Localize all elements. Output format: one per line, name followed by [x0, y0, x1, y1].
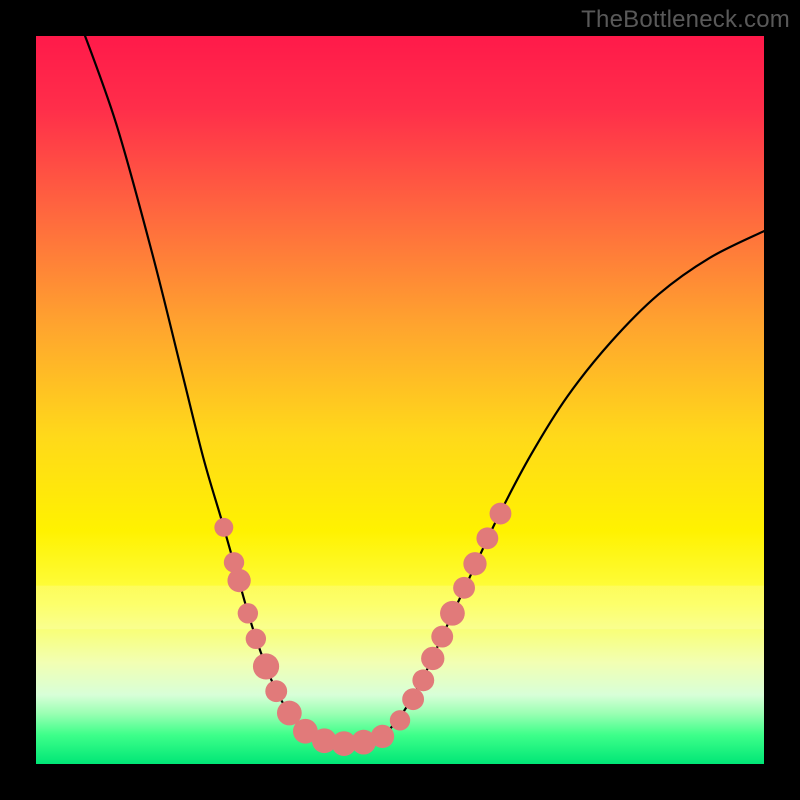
gradient-background	[36, 36, 764, 764]
chart-svg	[0, 0, 800, 800]
data-marker	[253, 653, 279, 679]
data-marker	[463, 552, 486, 575]
data-marker	[431, 626, 453, 648]
data-marker	[265, 680, 287, 702]
data-marker	[227, 569, 250, 592]
data-marker	[390, 710, 410, 730]
data-marker	[453, 577, 475, 599]
data-marker	[371, 725, 394, 748]
data-marker	[246, 629, 266, 649]
data-marker	[238, 603, 258, 623]
highlight-band	[36, 586, 764, 630]
data-marker	[402, 688, 424, 710]
data-marker	[440, 601, 465, 626]
data-marker	[214, 518, 233, 537]
data-marker	[421, 647, 444, 670]
data-marker	[490, 503, 512, 525]
data-marker	[476, 527, 498, 549]
data-marker	[412, 669, 434, 691]
